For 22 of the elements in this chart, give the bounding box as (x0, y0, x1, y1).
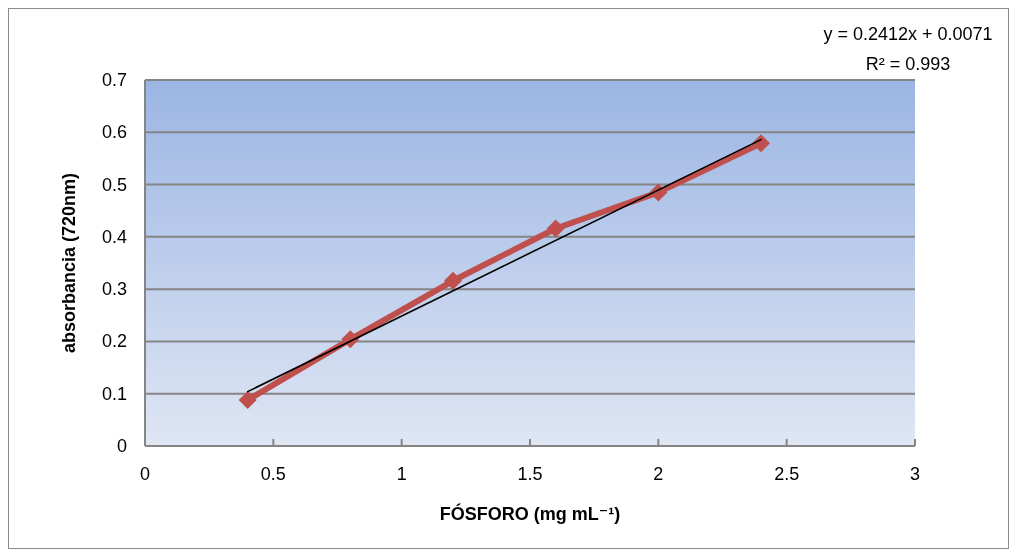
y-axis-title: absorbancia (720nm) (59, 172, 79, 354)
x-tick-label: 3 (909, 464, 921, 484)
point (546, 219, 565, 238)
text: R² = 0.993 (865, 54, 951, 74)
x-axis-title: FÓSFORO (mg mL⁻¹) (439, 503, 621, 524)
y-tick-label: 0.5 (101, 174, 127, 195)
x-tick-label: 1 (396, 464, 407, 484)
y-tick-label: 0 (116, 436, 127, 456)
x-tick-label: 2.5 (774, 464, 800, 484)
x-tick-label: 2 (653, 464, 664, 484)
y-tick-label: 0.2 (101, 331, 127, 352)
y-tick-label: 0.1 (101, 383, 127, 404)
point (444, 271, 462, 290)
x-tick-label: 1.5 (517, 464, 543, 484)
x-tick-label: 0.5 (260, 464, 286, 484)
y-tick-label: 0.7 (101, 70, 127, 90)
text: y = 0.2412x + 0.0071 (823, 24, 993, 44)
x-tick-label: 0 (139, 464, 151, 484)
y-tick-label: 0.6 (101, 122, 127, 143)
y-tick-label: 0.3 (101, 279, 127, 300)
point (238, 390, 257, 409)
y-tick-label: 0.4 (101, 226, 127, 247)
